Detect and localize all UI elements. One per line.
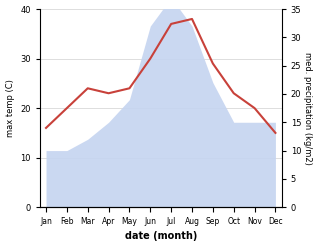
- Y-axis label: med. precipitation (kg/m2): med. precipitation (kg/m2): [303, 52, 313, 165]
- Y-axis label: max temp (C): max temp (C): [5, 79, 15, 137]
- X-axis label: date (month): date (month): [125, 231, 197, 242]
